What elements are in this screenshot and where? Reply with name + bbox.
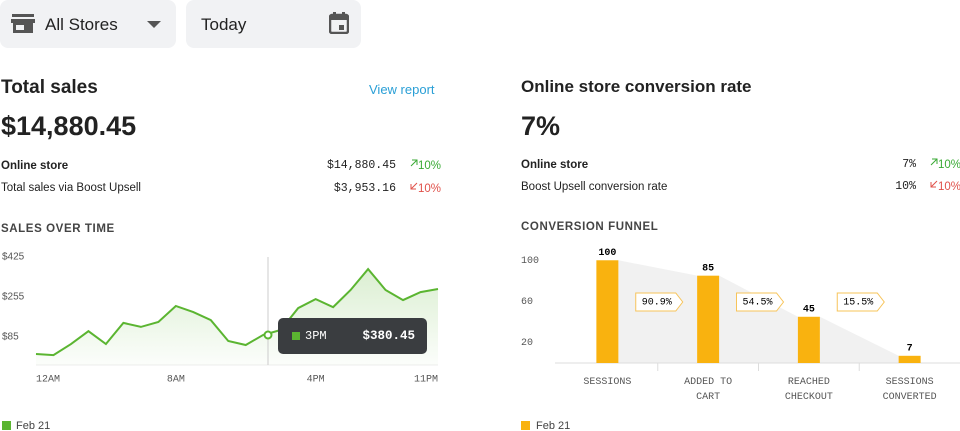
x-tick-label: 11PM [414, 375, 438, 386]
change-up: 10% [938, 159, 960, 171]
y-tick-label: $255 [2, 292, 25, 303]
panel-title: Total sales [1, 77, 98, 98]
change-down: 10% [938, 181, 960, 193]
date-filter[interactable]: Today [186, 0, 361, 48]
store-icon [11, 14, 35, 33]
y-tick-label: 20 [521, 338, 533, 349]
rate-label: 54.5% [742, 298, 772, 309]
rate-box [836, 292, 885, 312]
y-tick-label: $425 [2, 252, 25, 263]
store-filter[interactable]: All Stores [0, 0, 176, 48]
section-title: CONVERSION FUNNEL [521, 221, 659, 233]
bar [898, 355, 921, 363]
row-label: Total sales via Boost Upsell [1, 182, 141, 194]
x-tick-label: ADDED TO CART [684, 377, 733, 403]
calendar-icon [329, 12, 349, 34]
total-value: $14,880.45 [1, 111, 137, 141]
legend-label: Feb 21 [536, 420, 571, 431]
row-value: 10% [895, 180, 916, 193]
bar [697, 275, 720, 363]
x-tick-label: 8AM [167, 375, 185, 386]
tooltip: 3PM $380.45 [278, 318, 427, 354]
legend-label: Feb 21 [16, 420, 51, 431]
row-value: 7% [902, 158, 916, 171]
rate-label: 15.5% [843, 298, 873, 309]
x-tick-label: REACHED CHECKOUT [784, 377, 833, 403]
rate-box [635, 292, 684, 312]
view-report-link[interactable]: View report [369, 82, 435, 97]
line [35, 267, 439, 357]
y-tick-label: 60 [521, 297, 533, 308]
row-label: Online store [1, 160, 69, 172]
funnel-shade [618, 260, 698, 363]
section-title: SALES OVER TIME [1, 223, 115, 235]
dropdown-caret [147, 21, 161, 28]
row-label: Boost Upsell conversion rate [521, 181, 668, 193]
funnel-shade [719, 275, 798, 363]
store-label: All Stores [45, 15, 118, 34]
conversion-value: 7% [521, 111, 561, 141]
hover-dot [263, 330, 273, 340]
tooltip-label: 3PM [305, 329, 327, 343]
panel-title: Online store conversion rate [521, 77, 752, 96]
row-label: Online store [521, 159, 589, 171]
legend-swatch [2, 421, 11, 430]
down-arrow [930, 180, 938, 188]
value-label: 45 [803, 304, 815, 315]
x-tick-label: SESSIONS CONVERTED [882, 377, 937, 403]
down-arrow [410, 182, 418, 190]
value-label: 7 [907, 343, 913, 354]
x-tick-label: SESSIONS [583, 377, 632, 388]
rate-box [736, 292, 785, 312]
change-down: 10% [418, 183, 442, 195]
change-up: 10% [418, 160, 442, 172]
value-label: 85 [702, 263, 714, 274]
y-tick-label: 100 [521, 256, 539, 267]
tooltip-value: $380.45 [362, 329, 415, 343]
bar [596, 260, 619, 363]
y-tick-label: $85 [2, 332, 19, 343]
bar [797, 316, 820, 363]
x-tick-label: 4PM [307, 375, 325, 386]
tooltip-swatch [292, 332, 300, 340]
row-value: $3,953.16 [333, 182, 396, 195]
up-arrow [930, 158, 938, 166]
funnel-shade [819, 316, 899, 363]
legend-swatch [521, 421, 530, 430]
row-value: $14,880.45 [326, 159, 396, 172]
up-arrow [410, 159, 418, 167]
x-tick-label: 12AM [36, 375, 60, 386]
rate-label: 90.9% [642, 298, 672, 309]
date-label: Today [201, 15, 247, 34]
value-label: 100 [598, 248, 616, 259]
